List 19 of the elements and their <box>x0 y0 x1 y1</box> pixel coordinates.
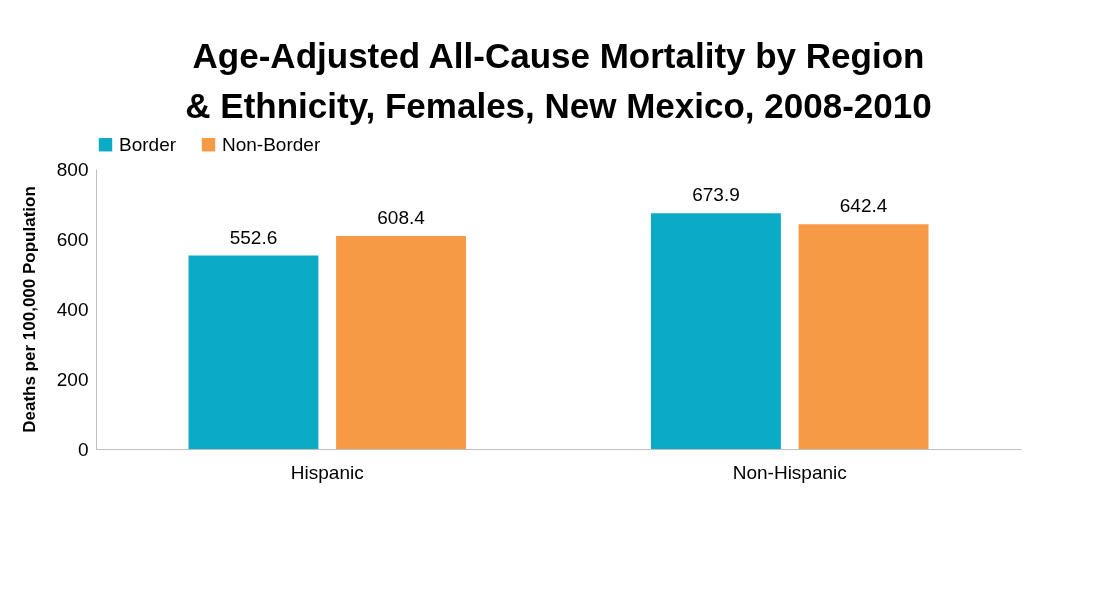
y-tick-label: 600 <box>56 228 89 250</box>
y-tick-label: 800 <box>56 158 89 180</box>
y-tick-label: 400 <box>56 298 89 320</box>
bar <box>336 236 466 449</box>
x-tick-label: Hispanic <box>290 461 364 483</box>
bar <box>798 224 929 449</box>
x-tick-label: Non-Hispanic <box>732 461 847 483</box>
y-tick-label: 200 <box>56 368 89 390</box>
data-label: 673.9 <box>692 184 740 206</box>
y-axis-title: Deaths per 100,000 Population <box>19 186 39 433</box>
bar <box>188 255 319 449</box>
y-tick-label: 0 <box>77 438 89 460</box>
legend-label: Non-Border <box>222 133 321 155</box>
bar <box>651 213 781 449</box>
chart-title: Age-Adjusted All-Cause Mortality by Region & Ethnicity, Females, New Mexico, 2008-2010 <box>185 36 932 125</box>
data-label: 642.4 <box>839 195 888 217</box>
legend-label: Border <box>119 133 177 155</box>
data-label: 552.6 <box>229 226 278 248</box>
data-label: 608.4 <box>377 207 426 229</box>
